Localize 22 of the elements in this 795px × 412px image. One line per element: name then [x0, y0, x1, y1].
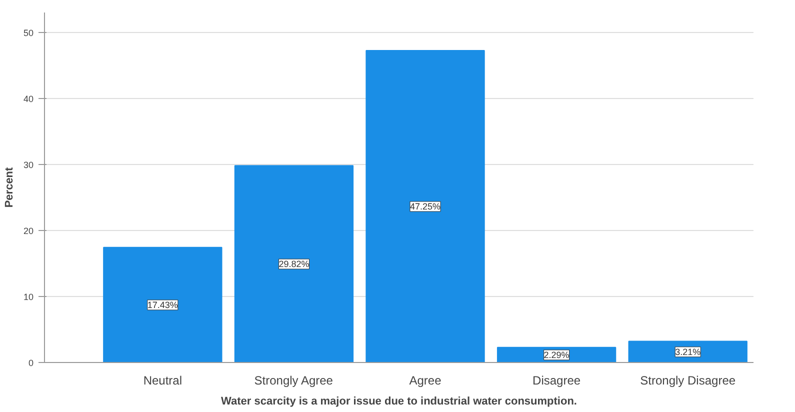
bar: [628, 340, 748, 362]
data-label: 29.82%: [278, 259, 310, 270]
data-label: 3.21%: [675, 346, 701, 357]
x-tick-label: Strongly Disagree: [640, 374, 736, 388]
data-label: 47.25%: [410, 201, 441, 212]
x-tick-label: Strongly Agree: [254, 374, 334, 388]
y-tick-label: 10: [23, 292, 34, 302]
y-tick-label: 20: [23, 226, 34, 236]
x-tick-label: Disagree: [532, 374, 581, 388]
x-tick-label: Neutral: [143, 374, 182, 388]
bar: [103, 246, 222, 362]
y-tick-label: 30: [23, 160, 34, 170]
y-tick-label: 50: [23, 28, 34, 38]
data-label: 17.43%: [147, 300, 178, 310]
y-tick-label: 0: [28, 358, 34, 368]
bar: [234, 165, 354, 362]
data-label: 2.29%: [544, 350, 570, 360]
x-axis-title: Water scarcity is a major issue due to industrial water consumption.: [221, 396, 577, 408]
bar: [366, 50, 485, 362]
y-tick-label: 40: [23, 94, 34, 104]
x-tick-label: Agree: [409, 374, 442, 388]
y-axis-title: Percent: [3, 166, 16, 208]
